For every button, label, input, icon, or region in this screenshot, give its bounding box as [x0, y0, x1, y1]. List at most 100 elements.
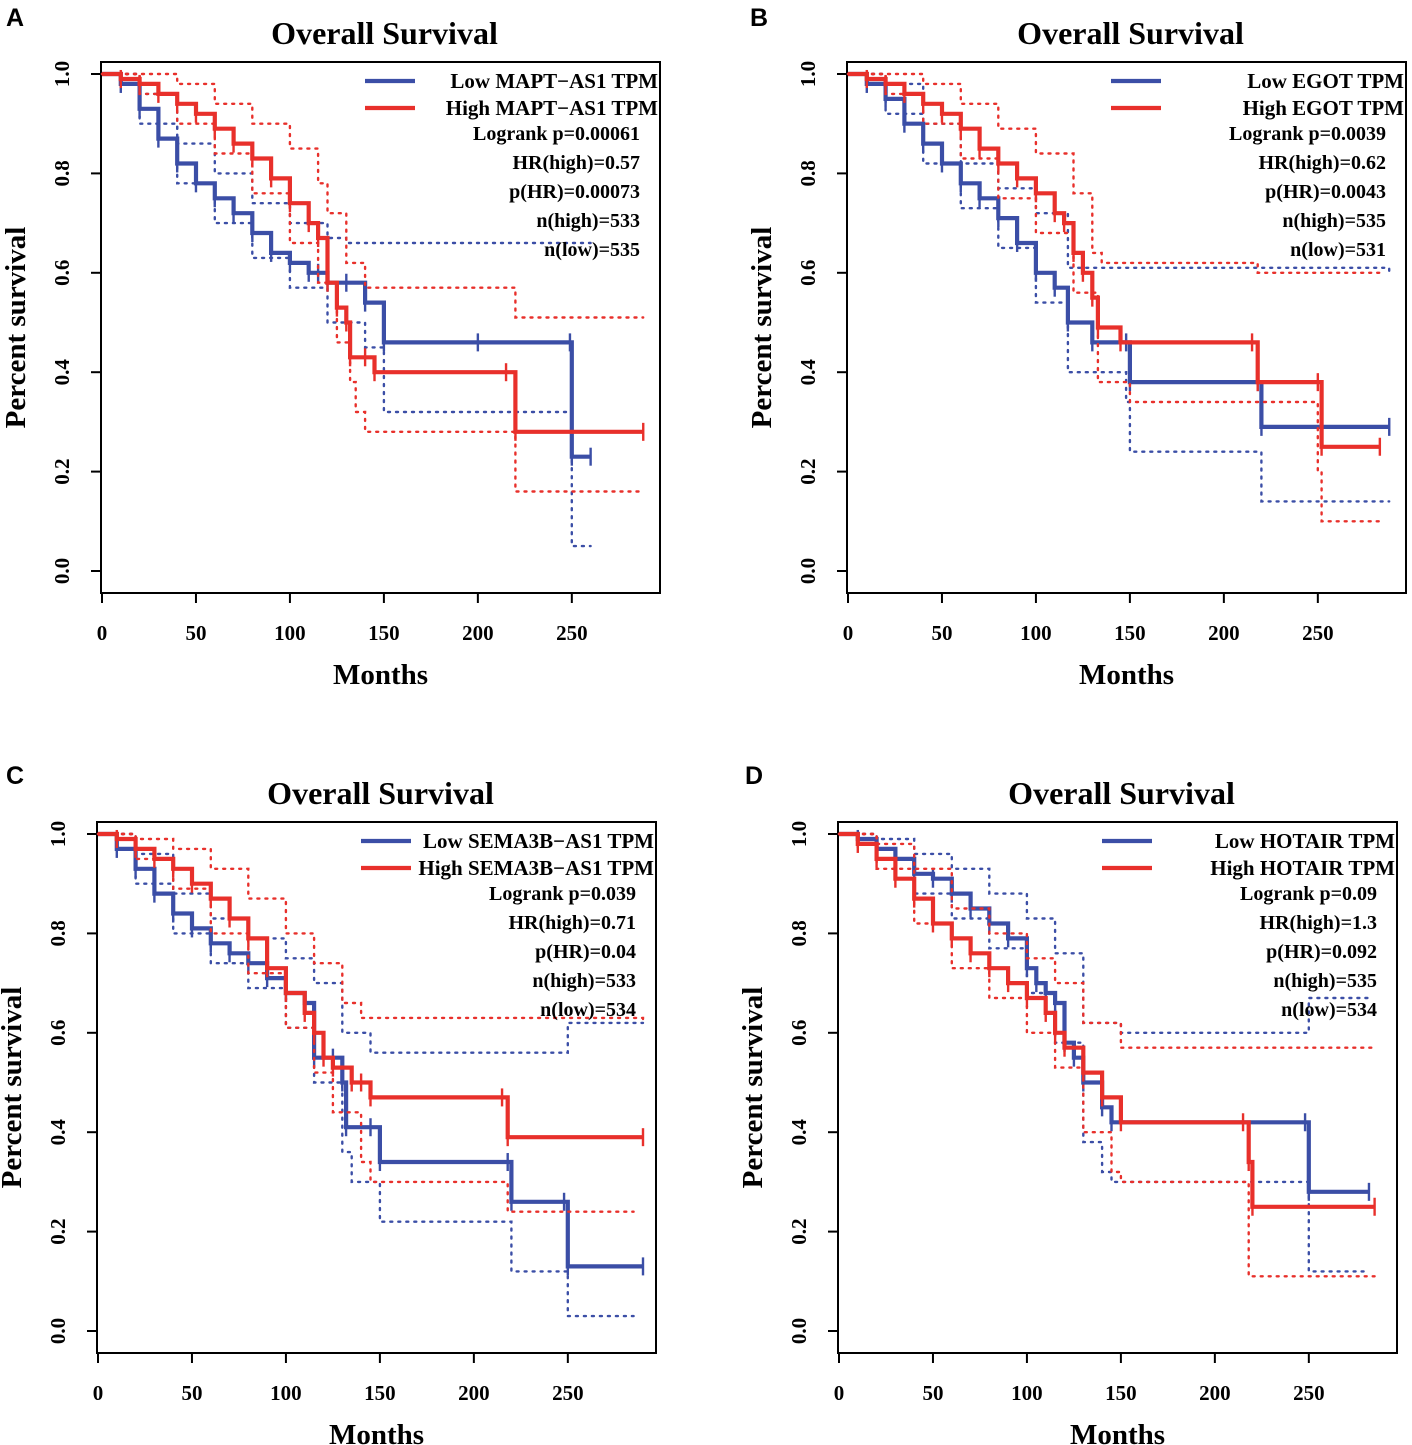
y-tick-label: 1.0 [46, 821, 70, 847]
y-tick-label: 0.2 [787, 1218, 811, 1244]
legend: Low MAPT−AS1 TPM High MAPT−AS1 TPM Logrank… [365, 69, 658, 261]
y-axis: 0.0 0.2 0.4 0.6 0.8 1.0 [50, 61, 102, 584]
legend-stat: Logrank p=0.00061 [473, 123, 640, 145]
x-tick-label: 0 [834, 1381, 845, 1405]
legend-entry: Low EGOT TPM [1247, 69, 1404, 93]
x-tick-label: 100 [274, 621, 306, 645]
series-high [96, 829, 645, 1213]
legend-stat: n(low)=531 [1290, 239, 1386, 261]
legend-entry: Low SEMA3B−AS1 TPM [423, 829, 654, 853]
ci-upper-line [100, 72, 645, 319]
ci-upper-line [837, 832, 1376, 1049]
ci-lower-line [846, 72, 1391, 503]
x-tick-label: 0 [843, 621, 854, 645]
survival-curve [98, 831, 643, 1140]
panel-d: D Overall Survival 0 50 100 150 200 250 Months 0.… [737, 762, 1398, 1445]
y-axis-label: Percent survival [737, 987, 769, 1189]
y-tick-label: 1.0 [796, 61, 820, 87]
x-axis: 0 50 100 150 200 250 [834, 1352, 1325, 1405]
ci-upper-line [837, 832, 1371, 1034]
y-tick-label: 0.6 [50, 260, 74, 286]
y-tick-label: 0.8 [787, 920, 811, 946]
chart-title: Overall Survival [271, 15, 498, 51]
legend-stat: Logrank p=0.0039 [1229, 123, 1386, 145]
x-axis-label: Months [329, 1419, 424, 1445]
legend: Low SEMA3B−AS1 TPM High SEMA3B−AS1 TPM Log… [361, 829, 654, 1021]
y-axis-label: Percent survival [0, 227, 32, 429]
legend-stat: HR(high)=0.62 [1258, 152, 1386, 174]
x-axis-label: Months [1079, 659, 1174, 691]
panel-label: C [6, 762, 24, 790]
legend-stat: HR(high)=0.57 [512, 152, 640, 174]
x-tick-label: 100 [1011, 1381, 1043, 1405]
chart-title: Overall Survival [267, 775, 494, 811]
y-axis-label: Percent survival [0, 987, 28, 1189]
y-tick-label: 0.4 [787, 1119, 811, 1146]
y-axis-label: Percent survival [746, 227, 778, 429]
legend-stat: n(low)=535 [544, 239, 640, 261]
y-tick-label: 0.2 [46, 1218, 70, 1244]
legend-entry: High HOTAIR TPM [1210, 856, 1395, 880]
x-tick-label: 50 [181, 1381, 202, 1405]
y-tick-label: 0.8 [46, 920, 70, 946]
y-tick-label: 0.4 [50, 359, 74, 386]
y-tick-label: 0.0 [46, 1318, 70, 1344]
x-tick-label: 0 [97, 621, 108, 645]
y-tick-label: 0.0 [796, 558, 820, 584]
legend-stat: p(HR)=0.0043 [1265, 181, 1386, 203]
x-tick-label: 150 [364, 1381, 396, 1405]
x-tick-label: 50 [922, 1381, 943, 1405]
legend-stat: n(high)=533 [532, 970, 636, 992]
ci-lower-line [96, 832, 635, 1318]
y-tick-label: 0.8 [796, 160, 820, 186]
y-tick-label: 0.2 [796, 458, 820, 484]
legend-stat: Logrank p=0.039 [489, 883, 636, 905]
y-axis: 0.0 0.2 0.4 0.6 0.8 1.0 [46, 821, 98, 1344]
legend-entry: High EGOT TPM [1243, 96, 1405, 120]
y-axis: 0.0 0.2 0.4 0.6 0.8 1.0 [787, 821, 839, 1344]
x-tick-label: 250 [552, 1381, 584, 1405]
x-tick-label: 250 [1302, 621, 1334, 645]
ci-lower-line [100, 72, 645, 493]
x-tick-label: 50 [185, 621, 206, 645]
x-axis: 0 50 100 150 200 250 [97, 592, 588, 645]
legend-entry: Low HOTAIR TPM [1215, 829, 1395, 853]
x-axis: 0 50 100 150 200 250 [93, 1352, 584, 1405]
legend-entry: High SEMA3B−AS1 TPM [418, 856, 654, 880]
series-low [96, 831, 645, 1318]
y-tick-label: 0.4 [46, 1119, 70, 1146]
legend-stat: HR(high)=0.71 [508, 912, 636, 934]
legend-stat: n(high)=533 [536, 210, 640, 232]
survival-curve [848, 71, 1380, 449]
x-axis-label: Months [1070, 1419, 1165, 1445]
chart-title: Overall Survival [1008, 775, 1235, 811]
legend: Low HOTAIR TPM High HOTAIR TPM Logrank p=0… [1102, 829, 1395, 1021]
legend-stat: Logrank p=0.09 [1240, 883, 1377, 905]
legend-stat: p(HR)=0.04 [535, 941, 636, 963]
panel-c: C Overall Survival 0 50 100 150 200 250 Months 0.… [0, 762, 657, 1445]
panel-b: B Overall Survival 0 50 100 150 200 250 Months 0.… [746, 4, 1407, 691]
x-axis-label: Months [333, 659, 428, 691]
y-tick-label: 1.0 [787, 821, 811, 847]
legend-stat: n(high)=535 [1282, 210, 1386, 232]
x-axis: 0 50 100 150 200 250 [843, 592, 1334, 645]
legend-entry: Low MAPT−AS1 TPM [450, 69, 658, 93]
panel-label: D [745, 762, 763, 790]
x-tick-label: 200 [1208, 621, 1240, 645]
legend-stat: n(low)=534 [540, 999, 636, 1021]
x-tick-label: 250 [556, 621, 588, 645]
survival-curve [102, 71, 644, 434]
series-high [837, 831, 1376, 1278]
x-tick-label: 200 [458, 1381, 490, 1405]
legend-stat: p(HR)=0.092 [1266, 941, 1377, 963]
legend-stat: HR(high)=1.3 [1259, 912, 1377, 934]
x-tick-label: 200 [462, 621, 494, 645]
y-tick-label: 0.2 [50, 458, 74, 484]
y-axis: 0.0 0.2 0.4 0.6 0.8 1.0 [796, 61, 848, 584]
x-tick-label: 0 [93, 1381, 104, 1405]
legend-stat: p(HR)=0.00073 [509, 181, 640, 203]
x-tick-label: 50 [931, 621, 952, 645]
x-tick-label: 150 [1114, 621, 1146, 645]
legend-entry: High MAPT−AS1 TPM [446, 96, 658, 120]
